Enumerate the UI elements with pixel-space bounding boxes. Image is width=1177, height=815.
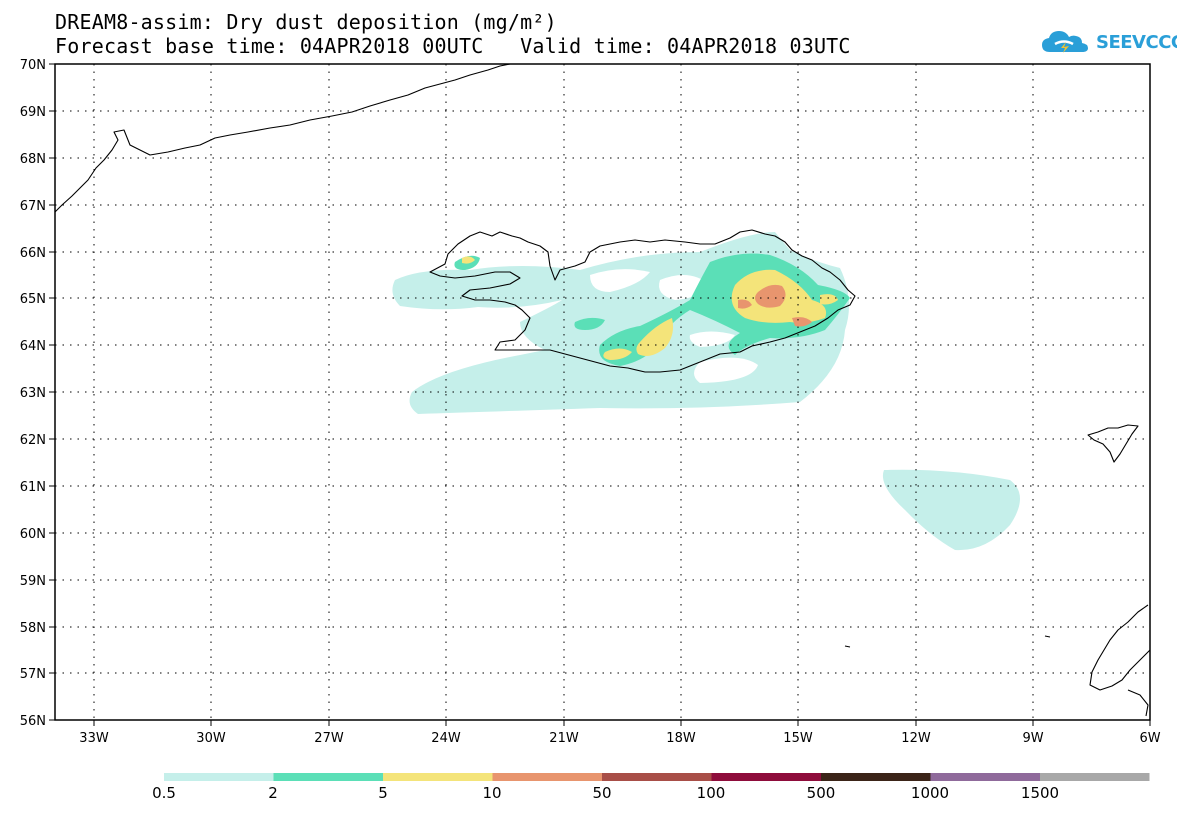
logo-text: SEEVCCC	[1096, 31, 1177, 53]
lon-label: 6W	[1139, 731, 1160, 746]
greenland-coastline	[54, 63, 511, 213]
lat-label: 66N	[20, 246, 46, 261]
legend-label: 0.5	[152, 784, 176, 802]
lat-label: 68N	[20, 152, 46, 167]
legend-label: 50	[592, 784, 611, 802]
lon-label: 30W	[196, 731, 226, 746]
legend-swatch	[383, 773, 493, 781]
lat-label: 64N	[20, 339, 46, 354]
legend-label: 10	[482, 784, 501, 802]
latitude-labels: 70N 69N 68N 67N 66N 65N 64N 63N 62N 61N …	[20, 58, 46, 729]
lon-label: 9W	[1022, 731, 1043, 746]
lat-label: 59N	[20, 574, 46, 589]
cloud-logo-icon	[1042, 31, 1088, 53]
iceland-coastline	[429, 229, 856, 373]
legend-labels: 0.5 2 5 10 50 100 500 1000 1500	[152, 784, 1059, 802]
legend-swatch	[164, 773, 274, 781]
lat-label: 62N	[20, 433, 46, 448]
lat-label: 70N	[20, 58, 46, 73]
lon-label: 27W	[314, 731, 344, 746]
lat-label: 56N	[20, 714, 46, 729]
map-plot-area	[54, 63, 1151, 721]
lat-label: 63N	[20, 386, 46, 401]
lat-label: 65N	[20, 292, 46, 307]
axis-ticks	[49, 63, 1151, 726]
seevccc-logo: SEEVCCC	[1040, 28, 1177, 56]
lon-label: 15W	[783, 731, 813, 746]
lat-label: 61N	[20, 480, 46, 495]
lat-label: 67N	[20, 199, 46, 214]
legend-swatch	[930, 773, 1040, 781]
legend-label: 100	[697, 784, 726, 802]
scotland-coastline	[1089, 604, 1151, 691]
legend-swatch	[492, 773, 602, 781]
lat-label: 58N	[20, 621, 46, 636]
lon-label: 12W	[901, 731, 931, 746]
legend-label: 1500	[1021, 784, 1059, 802]
lat-label: 69N	[20, 105, 46, 120]
legend-label: 5	[378, 784, 388, 802]
deposition-gaps	[590, 269, 758, 383]
longitude-labels: 33W 30W 27W 24W 21W 18W 15W 12W 9W 6W	[79, 731, 1160, 746]
legend-swatch	[602, 773, 712, 781]
legend-colorbar	[164, 773, 1150, 781]
lon-label: 18W	[666, 731, 696, 746]
legend-swatch	[821, 773, 931, 781]
map-subtitle-times: Forecast base time: 04APR2018 00UTC Vali…	[55, 34, 851, 58]
lon-label: 24W	[431, 731, 461, 746]
lon-label: 21W	[549, 731, 579, 746]
legend-label: 500	[807, 784, 836, 802]
map-title: DREAM8-assim: Dry dust deposition (mg/m²…	[55, 10, 557, 34]
lat-label: 57N	[20, 667, 46, 682]
legend-label: 1000	[911, 784, 949, 802]
coastlines	[54, 63, 1151, 717]
deposition-layer-10	[738, 284, 812, 327]
lon-label: 33W	[79, 731, 109, 746]
legend-swatch	[273, 773, 383, 781]
legend-swatch	[1040, 773, 1150, 781]
legend-label: 2	[268, 784, 278, 802]
graticule	[55, 64, 1150, 720]
legend-swatch	[711, 773, 821, 781]
lat-label: 60N	[20, 527, 46, 542]
